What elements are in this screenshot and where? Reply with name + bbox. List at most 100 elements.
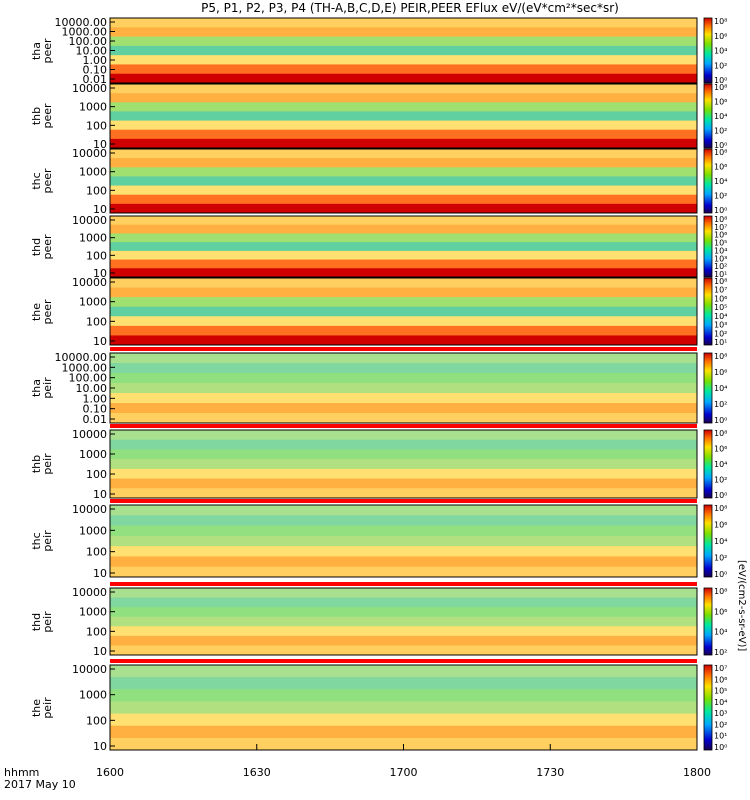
data-gap-bar — [110, 582, 697, 586]
spectrum-band — [110, 55, 697, 65]
colorbar-tick-label: 10⁴ — [714, 177, 727, 186]
panel-ylabel: the peer — [31, 282, 53, 342]
colorbar-tick-label: 10⁰ — [714, 491, 727, 500]
spectrum-band — [110, 268, 697, 277]
y-tick-label: 1000 — [79, 232, 107, 245]
y-tick-label: 1000 — [79, 606, 107, 619]
spectrum-band — [110, 636, 697, 646]
colorbar-tick-label: 10⁵ — [714, 303, 727, 312]
y-tick-label: 1000 — [79, 689, 107, 702]
colorbar — [704, 149, 712, 213]
spectrum-band — [110, 149, 697, 159]
colorbar-tick-label: 10⁶ — [714, 521, 727, 530]
colorbar-tick-label: 10⁷ — [714, 664, 727, 673]
colorbar-tick-label: 10¹ — [714, 338, 727, 347]
colorbar-tick-label: 10² — [714, 127, 727, 136]
colorbar-tick-label: 10² — [714, 192, 727, 201]
spectrum-band — [110, 567, 697, 578]
spectrogram-panel: 10000 1000 100 10 10⁸ 10⁶ 10⁴ 10² — [72, 582, 727, 658]
y-tick-label: 100 — [86, 315, 107, 328]
colorbar-tick-label: 10⁰ — [714, 570, 727, 579]
colorbar-tick-label: 10⁰ — [714, 206, 727, 215]
spectrum-band — [110, 626, 697, 636]
colorbar-tick-label: 10⁷ — [714, 286, 727, 295]
colorbar-tick-label: 10⁵ — [714, 687, 727, 696]
x-tick-label: 1730 — [536, 766, 564, 779]
spectrum-band — [110, 84, 697, 94]
panel-ylabel: thc peer — [31, 151, 53, 211]
spectrum-band — [110, 383, 697, 394]
colorbar — [704, 588, 712, 655]
y-tick-label: 10000 — [72, 586, 107, 599]
spectrum-band — [110, 515, 697, 526]
colorbar-tick-label: 10⁴ — [714, 312, 727, 321]
species-label: peer — [42, 21, 53, 81]
spectrum-band — [110, 260, 697, 269]
colorbar-tick-label: 10⁴ — [714, 47, 727, 56]
spectrum-band — [110, 413, 697, 424]
species-label: peir — [42, 592, 53, 652]
colorbar-tick-label: 10⁶ — [714, 445, 727, 454]
colorbar-tick-label: 10⁸ — [714, 148, 727, 157]
spectrum-band — [110, 278, 697, 288]
spectrum-band — [110, 353, 697, 364]
spectrum-band — [110, 158, 697, 168]
y-tick-label: 10000 — [72, 147, 107, 160]
x-tick-label: 1600 — [96, 766, 124, 779]
spectrum-band — [110, 607, 697, 617]
spectrum-band — [110, 459, 697, 469]
spectrum-band — [110, 316, 697, 326]
spectrum-band — [110, 121, 697, 131]
colorbar-tick-label: 10⁸ — [714, 17, 727, 26]
y-tick-label: 100 — [86, 714, 107, 727]
y-tick-label: 1000 — [79, 448, 107, 461]
species-label: peir — [42, 434, 53, 494]
colorbar-tick-label: 10⁶ — [714, 368, 727, 377]
colorbar-tick-label: 10³ — [714, 321, 727, 330]
spectrum-band — [110, 233, 697, 242]
colorbar-tick-label: 10⁶ — [714, 294, 727, 303]
y-tick-label: 10000 — [72, 82, 107, 95]
spectrum-band — [110, 479, 697, 489]
spectrum-band — [110, 449, 697, 459]
colorbar-tick-label: 10⁶ — [714, 675, 727, 684]
colorbar-tick-label: 10² — [714, 720, 727, 729]
colorbar-tick-label: 10² — [714, 329, 727, 338]
spectrum-band — [110, 216, 697, 225]
panel-ylabel: tha peir — [31, 358, 53, 418]
species-label: peir — [42, 358, 53, 418]
colorbar-tick-label: 10⁸ — [714, 429, 727, 438]
spectrogram-panel: 1000010001001010⁷10⁶10⁵10⁴10³10²10¹10⁰ — [72, 659, 727, 753]
panel-ylabel: thc peir — [31, 511, 53, 571]
colorbar-tick-label: 10⁴ — [714, 460, 727, 469]
colorbar-tick-label: 10⁴ — [714, 698, 727, 707]
species-label: peer — [42, 217, 53, 277]
panel-ylabel: thb peer — [31, 86, 53, 146]
spectrum-band — [110, 18, 697, 28]
colorbar-tick-label: 10⁴ — [714, 537, 727, 546]
species-label: peer — [42, 151, 53, 211]
y-tick-label: 10 — [93, 488, 107, 501]
panel-ylabel: thd peir — [31, 592, 53, 652]
spectrum-band — [110, 46, 697, 56]
spectrum-band — [110, 176, 697, 186]
colorbar-tick-label: 10² — [714, 554, 727, 563]
colorbar-tick-label: 10¹ — [714, 732, 727, 741]
spectrum-band — [110, 677, 697, 690]
x-tick-label: 1630 — [243, 766, 271, 779]
spectrum-band — [110, 204, 697, 214]
y-tick-label: 10000 — [72, 428, 107, 441]
spectrogram-panel: 10000 1000 100 10 10⁸10⁷10⁶10⁵10⁴10³10²10¹ — [72, 214, 727, 280]
spectrum-band — [110, 536, 697, 547]
spectrum-band — [110, 130, 697, 140]
colorbar-tick-label: 10⁶ — [714, 32, 727, 41]
y-tick-label: 100 — [86, 625, 107, 638]
y-tick-label: 10 — [93, 567, 107, 580]
spectrum-band — [110, 598, 697, 608]
colorbar — [704, 430, 712, 498]
data-gap-bar — [110, 347, 697, 351]
spectrum-band — [110, 526, 697, 537]
